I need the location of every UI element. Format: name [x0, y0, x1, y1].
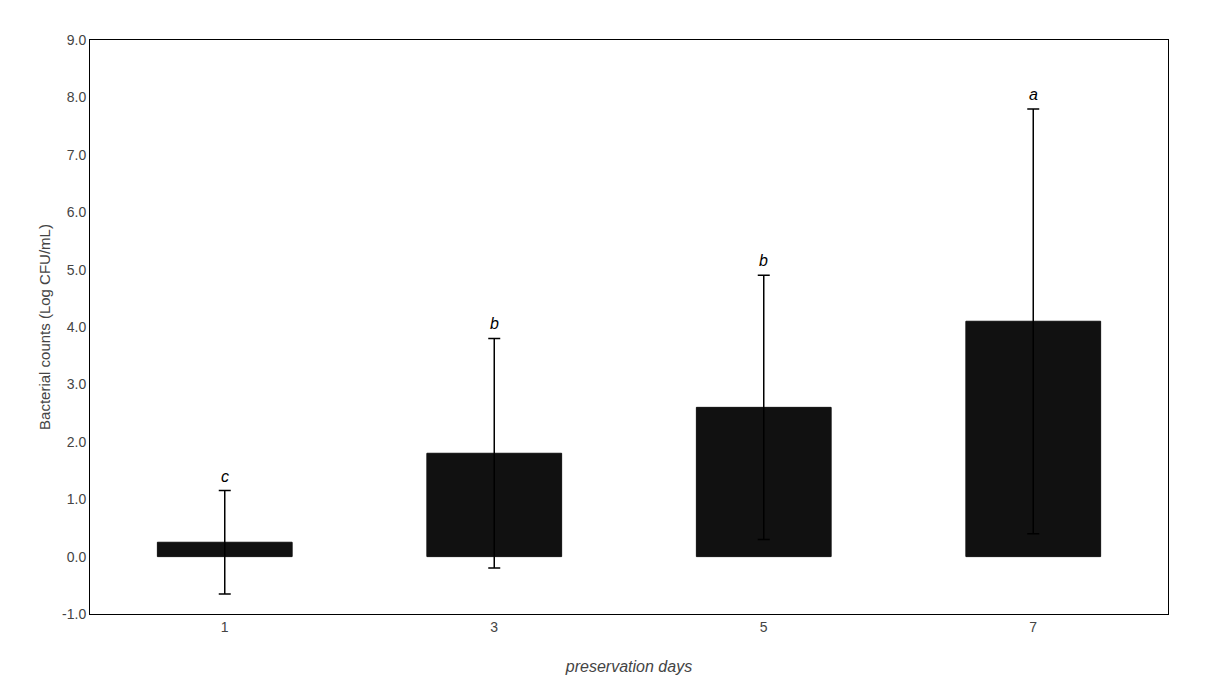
- svg-text:-1.0: -1.0: [62, 606, 86, 622]
- svg-text:a: a: [1029, 86, 1038, 103]
- svg-text:4.0: 4.0: [67, 319, 87, 335]
- svg-text:5: 5: [760, 619, 768, 635]
- svg-text:c: c: [221, 468, 229, 485]
- svg-text:Bacterial counts (Log CFU/mL): Bacterial counts (Log CFU/mL): [36, 224, 53, 430]
- svg-text:7.0: 7.0: [67, 147, 87, 163]
- svg-text:b: b: [759, 252, 768, 269]
- svg-text:6.0: 6.0: [67, 204, 87, 220]
- svg-text:3.0: 3.0: [67, 376, 87, 392]
- svg-text:8.0: 8.0: [67, 89, 87, 105]
- svg-text:preservation days: preservation days: [565, 658, 692, 675]
- svg-text:b: b: [490, 315, 499, 332]
- svg-text:7: 7: [1029, 619, 1037, 635]
- svg-text:3: 3: [490, 619, 498, 635]
- svg-text:1.0: 1.0: [67, 491, 87, 507]
- svg-text:0.0: 0.0: [67, 549, 87, 565]
- svg-text:1: 1: [221, 619, 229, 635]
- svg-text:2.0: 2.0: [67, 434, 87, 450]
- svg-text:9.0: 9.0: [67, 32, 87, 48]
- svg-text:5.0: 5.0: [67, 262, 87, 278]
